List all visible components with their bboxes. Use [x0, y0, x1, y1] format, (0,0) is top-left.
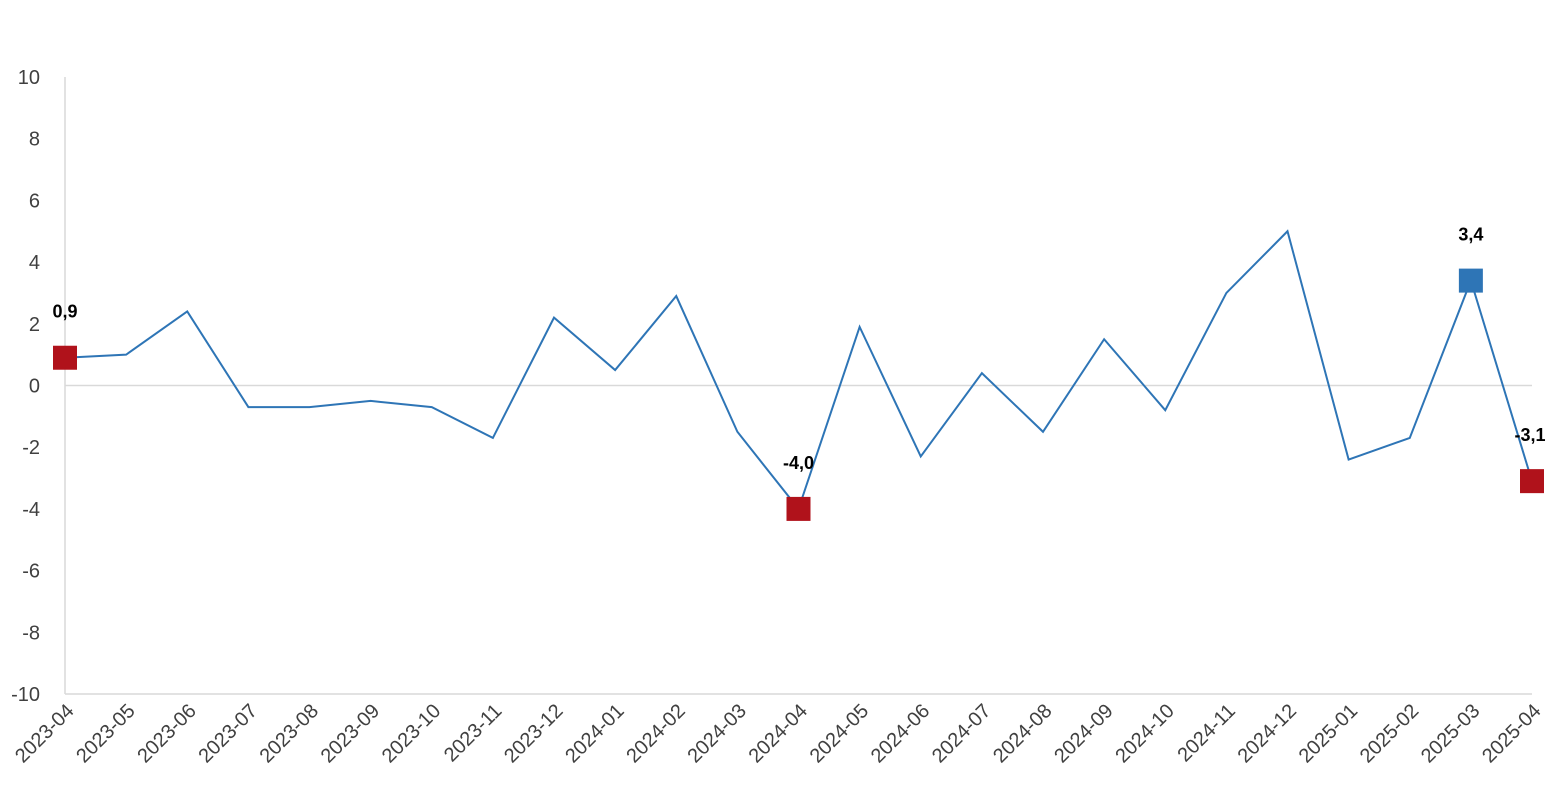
- y-tick-label: 4: [29, 252, 40, 274]
- y-tick-label: 2: [29, 314, 40, 336]
- y-tick-label: -8: [22, 622, 40, 644]
- x-tick-label: 2024-02: [622, 700, 689, 767]
- x-tick-label: 2025-04: [1478, 700, 1545, 767]
- x-tick-label: 2023-11: [440, 700, 506, 766]
- x-tick-label: 2025-01: [1295, 700, 1362, 767]
- x-tick-label: 2024-08: [989, 700, 1056, 767]
- x-tick-label: 2023-06: [133, 700, 200, 767]
- y-tick-label: -10: [11, 684, 40, 706]
- x-tick-label: 2024-10: [1111, 700, 1178, 767]
- x-tick-label: 2024-03: [683, 700, 750, 767]
- y-tick-label: 10: [18, 67, 40, 89]
- highlight-markers: [53, 268, 1544, 521]
- x-tick-label: 2025-02: [1356, 700, 1423, 767]
- data-label: -3,1: [1514, 425, 1545, 445]
- y-tick-label: -4: [22, 499, 40, 521]
- y-tick-label: 0: [29, 376, 40, 398]
- data-labels: 0,9 -4,0 3,4 -3,1: [52, 225, 1545, 473]
- x-tick-label: 2024-12: [1234, 700, 1301, 767]
- x-tick-label: 2024-09: [1050, 700, 1117, 767]
- x-tick-label: 2023-09: [317, 700, 384, 767]
- x-tick-label: 2025-03: [1417, 700, 1484, 767]
- x-tick-label: 2024-01: [561, 700, 628, 767]
- x-tick-label: 2024-06: [867, 700, 934, 767]
- x-tick-label: 2023-12: [500, 700, 567, 767]
- x-tick-label: 2023-08: [256, 700, 323, 767]
- x-tick-label: 2024-04: [745, 700, 812, 767]
- x-tick-label: 2024-11: [1173, 700, 1239, 766]
- x-tick-label: 2023-10: [378, 700, 445, 767]
- y-tick-labels: 10 8 6 4 2 0 -2 -4 -6 -8 -10: [11, 67, 40, 706]
- data-label: -4,0: [783, 453, 814, 473]
- data-label: 0,9: [52, 302, 77, 322]
- x-tick-label: 2024-07: [928, 700, 995, 767]
- y-tick-label: 8: [29, 129, 40, 151]
- y-tick-label: -6: [22, 561, 40, 583]
- axes: [64, 77, 1532, 695]
- y-tick-label: 6: [29, 190, 40, 212]
- highlight-marker: [1458, 268, 1483, 293]
- x-tick-label: 2023-05: [72, 700, 139, 767]
- x-tick-label: 2024-05: [806, 700, 873, 767]
- highlight-marker: [53, 345, 77, 370]
- x-tick-label: 2023-07: [194, 700, 261, 767]
- highlight-marker: [786, 496, 811, 521]
- highlight-marker: [1520, 469, 1544, 494]
- y-tick-label: -2: [22, 437, 40, 459]
- x-tick-label: 2023-04: [11, 700, 78, 767]
- data-label: 3,4: [1458, 225, 1483, 245]
- x-tick-labels: 2023-042023-052023-062023-072023-082023-…: [11, 700, 1545, 767]
